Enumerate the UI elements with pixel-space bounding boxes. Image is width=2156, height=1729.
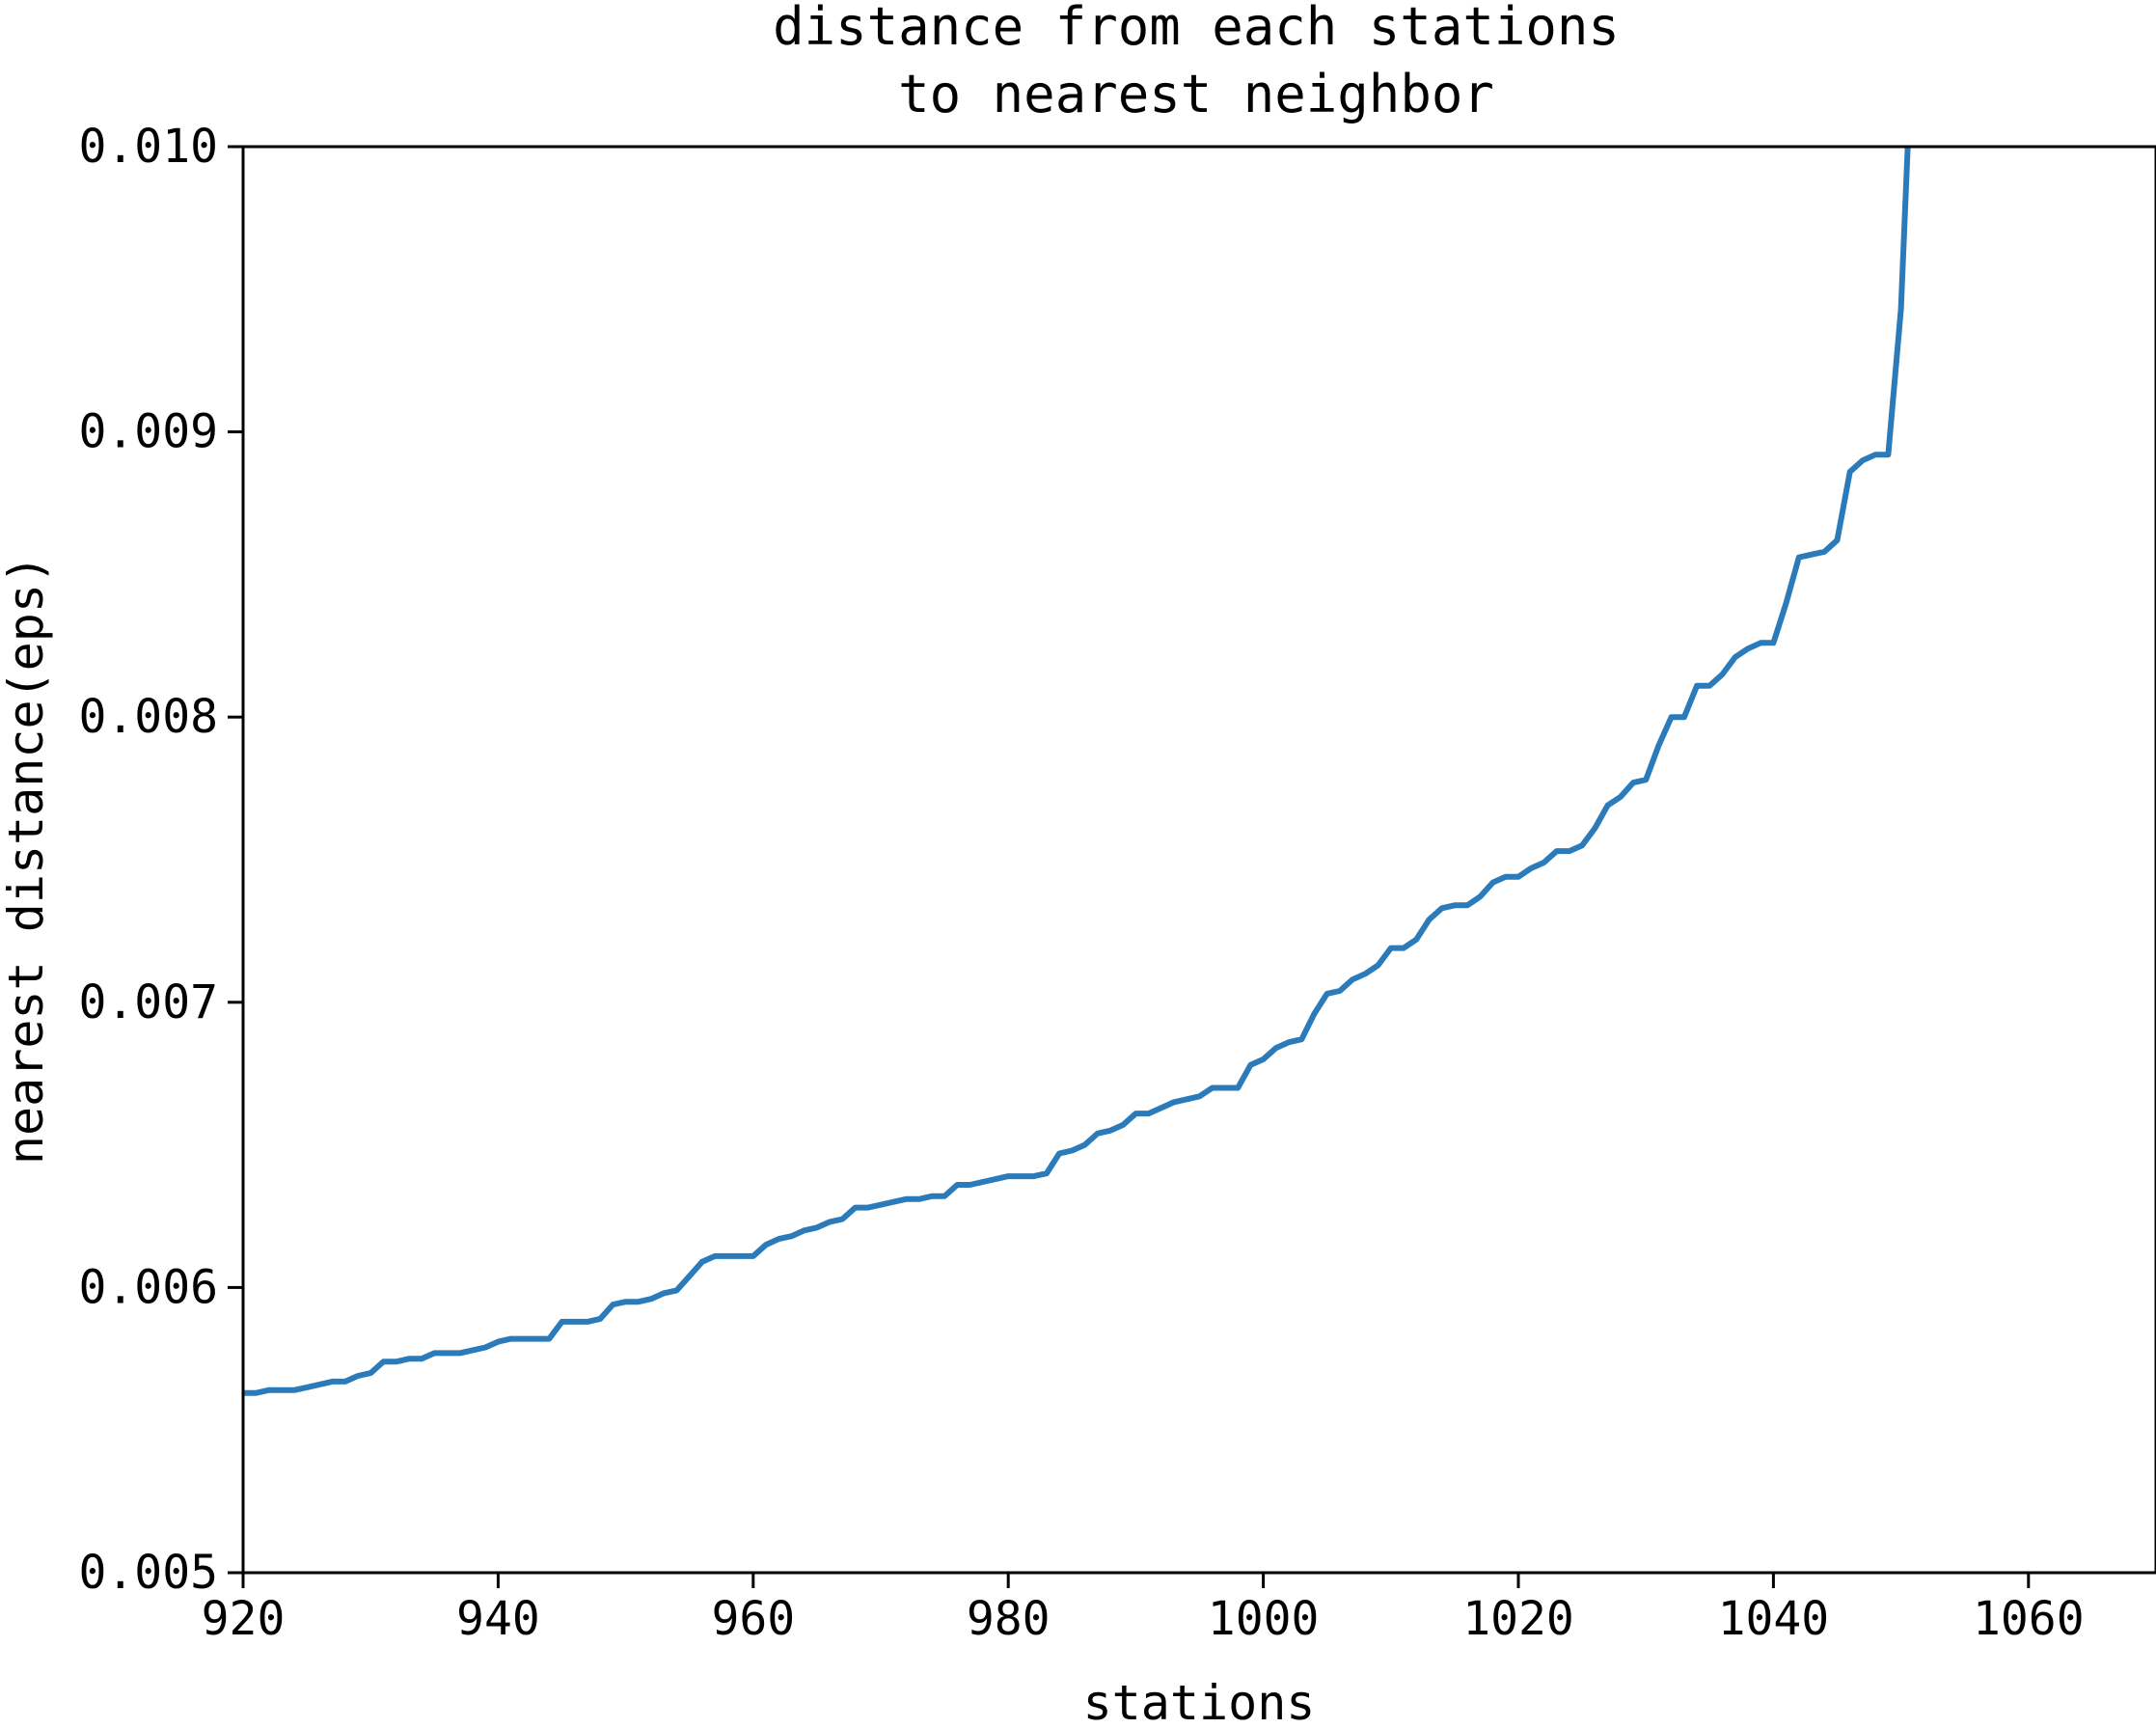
y-axis-label: nearest distance(eps) <box>0 555 54 1165</box>
chart-title-line-2: to nearest neighbor <box>898 64 1494 124</box>
x-tick-label: 1060 <box>1973 1592 2085 1646</box>
x-tick-label: 980 <box>967 1592 1051 1646</box>
chart-title-line-1: distance from each stations <box>773 0 1620 57</box>
plot-area <box>243 147 1911 1396</box>
y-tick-label: 0.007 <box>79 975 219 1029</box>
x-tick-label: 960 <box>711 1592 795 1646</box>
x-axis: 920 940 960 980 1000 1020 1040 1060 <box>202 1573 2085 1646</box>
y-tick-label: 0.008 <box>79 690 219 744</box>
y-tick-label: 0.006 <box>79 1260 219 1314</box>
x-tick-label: 1000 <box>1208 1592 1320 1646</box>
x-tick-label: 1020 <box>1462 1592 1574 1646</box>
y-tick-label: 0.005 <box>79 1546 219 1600</box>
series-line <box>243 147 1911 1396</box>
x-tick-label: 940 <box>456 1592 540 1646</box>
x-tick-label: 1040 <box>1718 1592 1830 1646</box>
x-axis-label: stations <box>1083 1675 1316 1729</box>
x-tick-label: 920 <box>202 1592 286 1646</box>
plot-frame <box>241 145 2156 1575</box>
y-axis: 0.005 0.006 0.007 0.008 0.009 0.010 <box>79 120 243 1600</box>
y-tick-label: 0.009 <box>79 405 219 459</box>
y-tick-label: 0.010 <box>79 120 219 174</box>
